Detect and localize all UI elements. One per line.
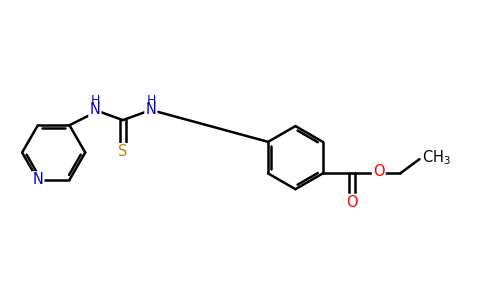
Text: N: N xyxy=(146,102,156,117)
Text: H: H xyxy=(91,94,101,107)
Text: H: H xyxy=(147,94,157,107)
Text: N: N xyxy=(32,172,44,188)
Text: N: N xyxy=(90,102,100,117)
Text: S: S xyxy=(118,144,128,159)
Text: CH$_3$: CH$_3$ xyxy=(422,149,451,167)
Text: O: O xyxy=(373,164,385,179)
Text: O: O xyxy=(347,195,358,210)
